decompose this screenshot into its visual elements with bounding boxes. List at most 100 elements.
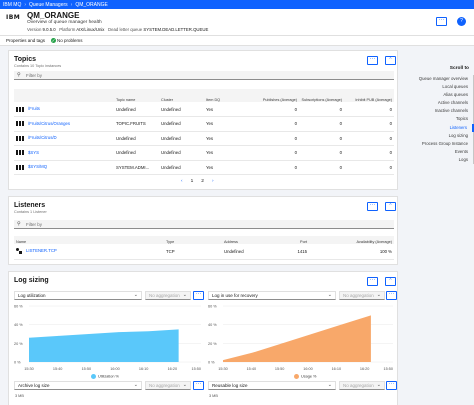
topic-link[interactable]: /Fruits xyxy=(28,106,40,112)
top-nav-bar: IBM MQ › Queue Managers › QM_ORANGE xyxy=(0,0,474,9)
topics-overflow-button[interactable]: ··· xyxy=(367,56,378,65)
y-tick-label: 40 % xyxy=(14,323,23,327)
listeners-subtitle: Contains 1 Listener xyxy=(14,210,47,214)
nav-item[interactable]: Alias queues xyxy=(410,91,474,100)
col-inhibit[interactable]: Inhibit PUB (Average) xyxy=(344,89,394,102)
breadcrumb-queue-managers[interactable]: Queue Managers xyxy=(29,1,68,8)
nav-item[interactable]: Inactive channels xyxy=(410,107,474,116)
col-port[interactable]: Port xyxy=(279,236,309,244)
chevron-down-icon: ⌄ xyxy=(133,382,138,388)
table-row[interactable]: /Fruits/Citrus/Oranges TOPIC.FRUITS Undefi… xyxy=(14,116,394,132)
col-publishes[interactable]: Publishes (Average) xyxy=(254,89,299,102)
scroll-to-heading: Scroll to xyxy=(449,66,469,71)
metric-select-3[interactable]: Archive log size ⌄ xyxy=(14,381,142,390)
y-tick-label: 0 % xyxy=(208,361,215,365)
chart4-overflow-button[interactable]: ··· xyxy=(386,381,397,390)
listeners-overflow-button[interactable]: ··· xyxy=(367,202,378,211)
col-subscriptions[interactable]: Subscriptions (Average) xyxy=(299,89,344,102)
page-2[interactable]: 2 xyxy=(201,179,204,184)
scroll-to-nav: Scroll to Queue manager overview Local qu… xyxy=(410,66,474,165)
nav-item[interactable]: Listeners xyxy=(410,123,474,132)
log-sizing-panel: Log sizing ··· ⌃ Log utilization ⌄ No agg… xyxy=(8,271,398,405)
topic-link[interactable]: $SYS/MQ xyxy=(28,164,48,170)
prev-page-icon[interactable]: ‹ xyxy=(181,179,183,184)
chevron-down-icon: ⌄ xyxy=(182,382,187,388)
x-tick-label: 15:30 xyxy=(218,367,228,371)
chevron-down-icon: ⌄ xyxy=(327,382,332,388)
x-tick-label: 16:00 xyxy=(303,367,313,371)
col-type[interactable]: Type xyxy=(164,236,222,244)
nav-item[interactable]: Process Group Instance xyxy=(410,139,474,148)
table-row[interactable]: /Fruits/Citrus/D Undefined Undefined Yes 0 0 0 xyxy=(14,131,394,146)
area-series xyxy=(29,329,179,362)
col-name[interactable]: Name xyxy=(14,236,164,244)
brand-link[interactable]: IBM MQ xyxy=(3,1,22,8)
chart1-overflow-button[interactable]: ··· xyxy=(193,291,204,300)
listeners-filter-input[interactable]: ⚲ Filter by xyxy=(14,220,394,229)
col-dq[interactable]: Item DQ xyxy=(204,89,254,102)
col-name[interactable] xyxy=(14,89,114,102)
topic-link[interactable]: /Fruits/Citrus/Oranges xyxy=(28,120,71,126)
properties-tags-link[interactable]: Properties and tags xyxy=(6,38,46,43)
x-tick-label: 15:50 xyxy=(275,367,285,371)
x-tick-label: 15:50 xyxy=(191,367,201,371)
breadcrumb-current[interactable]: QM_ORANGE xyxy=(75,1,108,8)
chevron-right-icon: › xyxy=(70,1,73,8)
chart1-legend: Utilization % xyxy=(91,374,119,379)
collapse-icon[interactable]: ⌃ xyxy=(385,277,396,286)
table-row[interactable]: LISTENER.TCP TCP Undefined 1415 100 % xyxy=(14,244,394,260)
chevron-down-icon: ⌄ xyxy=(133,292,138,298)
chart3-overflow-button[interactable]: ··· xyxy=(193,381,204,390)
col-availability[interactable]: Availability (Average) xyxy=(309,236,394,244)
col-cluster[interactable]: Cluster xyxy=(159,89,204,102)
table-row[interactable]: $SYS Undefined Undefined Yes 0 0 0 xyxy=(14,145,394,161)
page-header: IBM QM_ORANGE Overview of queue manager … xyxy=(0,9,474,36)
listener-link[interactable]: LISTENER.TCP xyxy=(26,248,57,254)
log-sizing-title: Log sizing xyxy=(14,277,49,284)
y-tick-label: 40 % xyxy=(208,323,217,327)
legend-swatch xyxy=(91,374,96,379)
x-tick-label: 15:50 xyxy=(383,367,393,371)
log-sizing-overflow-button[interactable]: ··· xyxy=(367,277,378,286)
topic-icon xyxy=(16,164,25,170)
nav-item[interactable]: Queue manager overview xyxy=(410,75,474,84)
topics-panel: Topics Contains 10 Topic instances ··· ⌃… xyxy=(8,50,398,190)
topic-link[interactable]: /Fruits/Citrus/D xyxy=(28,135,57,141)
listener-icon xyxy=(16,248,23,255)
y-tick-label: 20 % xyxy=(14,342,23,346)
help-icon[interactable]: ? xyxy=(457,17,466,26)
next-page-icon[interactable]: › xyxy=(211,179,214,184)
dlq-value: SYSTEM.DEAD.LETTER.QUEUE xyxy=(143,27,209,32)
topics-filter-input[interactable]: ⚲ Filter by xyxy=(14,71,394,80)
x-tick-label: 16:20 xyxy=(168,367,178,371)
metric-select-1[interactable]: Log utilization ⌄ xyxy=(14,291,142,300)
nav-item[interactable]: Local queues xyxy=(410,83,474,92)
chart4-ytick: 3 MB xyxy=(209,394,218,398)
check-icon: ✓ xyxy=(51,38,57,44)
collapse-icon[interactable]: ⌃ xyxy=(385,56,396,65)
topic-link[interactable]: $SYS xyxy=(28,149,39,155)
aggregation-select-2: No aggregation ⌄ xyxy=(339,291,385,300)
collapse-icon[interactable]: ⌃ xyxy=(385,202,396,211)
page-1[interactable]: 1 xyxy=(190,179,194,184)
header-overflow-button[interactable]: ··· xyxy=(436,17,447,26)
chevron-down-icon: ⌄ xyxy=(376,292,381,298)
page-title: QM_ORANGE xyxy=(27,11,80,20)
metric-select-4[interactable]: Reusable log size ⌄ xyxy=(208,381,336,390)
chart2-overflow-button[interactable]: ··· xyxy=(386,291,397,300)
nav-item[interactable]: Logs xyxy=(410,155,474,165)
table-row[interactable]: /Fruits Undefined Undefined Yes 0 0 0 xyxy=(14,102,394,117)
nav-item[interactable]: Active channels xyxy=(410,99,474,108)
nav-item[interactable]: Events xyxy=(410,147,474,156)
x-tick-label: 16:00 xyxy=(110,367,120,371)
topics-title: Topics xyxy=(14,56,37,63)
table-row[interactable]: $SYS/MQ SYSTEM.ADMI... Undefined Yes 0 0 0 xyxy=(14,160,394,175)
ibm-logo: IBM xyxy=(6,14,21,21)
nav-item[interactable]: Topics xyxy=(410,115,474,124)
y-tick-label: 60 % xyxy=(14,305,23,309)
col-address[interactable]: Address xyxy=(222,236,279,244)
col-topic-name[interactable]: Topic name xyxy=(114,89,159,102)
aggregation-select-3: No aggregation ⌄ xyxy=(145,381,191,390)
nav-item[interactable]: Log sizing xyxy=(410,131,474,140)
metric-select-2[interactable]: Log in use for recovery ⌄ xyxy=(208,291,336,300)
